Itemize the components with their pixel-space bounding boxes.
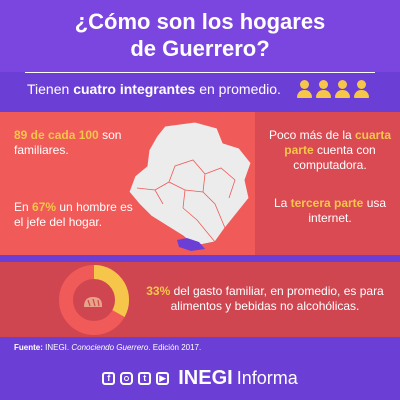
stat-computer-highlight: cuarta parte: [284, 128, 392, 157]
spending-donut: [59, 265, 129, 335]
stat-internet: La tercera parte usa internet.: [262, 196, 398, 226]
stat-computer: Poco más de la cuarta parte cuenta con c…: [262, 128, 398, 173]
household-size-bold: cuatro integrantes: [73, 80, 196, 97]
bread-icon: [80, 294, 106, 308]
footer: f t ▶ INEGI Informa: [0, 356, 400, 400]
stat-families-text: son familiares.: [14, 128, 122, 157]
person-icon: [353, 80, 370, 98]
twitter-icon[interactable]: t: [138, 371, 152, 385]
people-icons: [296, 80, 370, 98]
stat-internet-suffix: usa internet.: [308, 196, 387, 225]
source-suffix: . Edición 2017.: [148, 343, 202, 352]
middle-right-panel: [255, 112, 400, 255]
household-size-prefix: Tienen: [27, 80, 74, 97]
stat-head-suffix: un hombre es el jefe del hogar.: [14, 200, 133, 229]
stat-internet-prefix: La: [273, 196, 291, 210]
person-icon: [315, 80, 332, 98]
page-title: ¿Cómo son los hogares de Guerrero?: [0, 8, 400, 62]
stat-families-highlight: 89 de cada 100: [14, 128, 99, 142]
source-label: Fuente:: [14, 343, 43, 352]
household-size-bar: Tienen cuatro integrantes en promedio.: [25, 72, 375, 104]
stat-spending: 33% del gasto familiar, en promedio, es …: [140, 284, 390, 314]
stat-families: 89 de cada 100 son familiares.: [14, 128, 134, 158]
stat-computer-prefix: Poco más de la: [268, 128, 355, 142]
stat-internet-highlight: tercera parte: [290, 196, 364, 210]
title-line-1: ¿Cómo son los hogares: [74, 9, 326, 34]
header: ¿Cómo son los hogares de Guerrero?: [0, 0, 400, 72]
donut-arc: [59, 265, 129, 335]
instagram-icon[interactable]: [120, 371, 134, 385]
stat-spending-text: del gasto familiar, en promedio, es para…: [170, 284, 384, 313]
person-icon: [296, 80, 313, 98]
inegi-logo: INEGI: [178, 366, 233, 389]
household-size-text: Tienen cuatro integrantes en promedio.: [25, 81, 281, 97]
source-note: Fuente: INEGI. Conociendo Guerrero. Edic…: [14, 343, 201, 352]
source-title: Conociendo Guerrero: [71, 343, 149, 352]
stat-computer-suffix: cuenta con computadora.: [293, 143, 376, 172]
stat-head-highlight: 67%: [32, 200, 57, 214]
household-size-suffix: en promedio.: [195, 80, 281, 97]
guerrero-map-icon: [128, 121, 252, 251]
stat-head-prefix: En: [14, 200, 33, 214]
source-text: INEGI.: [42, 343, 72, 352]
youtube-icon[interactable]: ▶: [156, 371, 170, 385]
stat-spending-highlight: 33%: [146, 284, 171, 298]
person-icon: [334, 80, 351, 98]
informa-label: Informa: [236, 367, 298, 388]
title-line-2: de Guerrero?: [130, 36, 270, 61]
facebook-icon[interactable]: f: [102, 371, 116, 385]
stat-head-of-household: En 67% un hombre es el jefe del hogar.: [14, 200, 139, 230]
